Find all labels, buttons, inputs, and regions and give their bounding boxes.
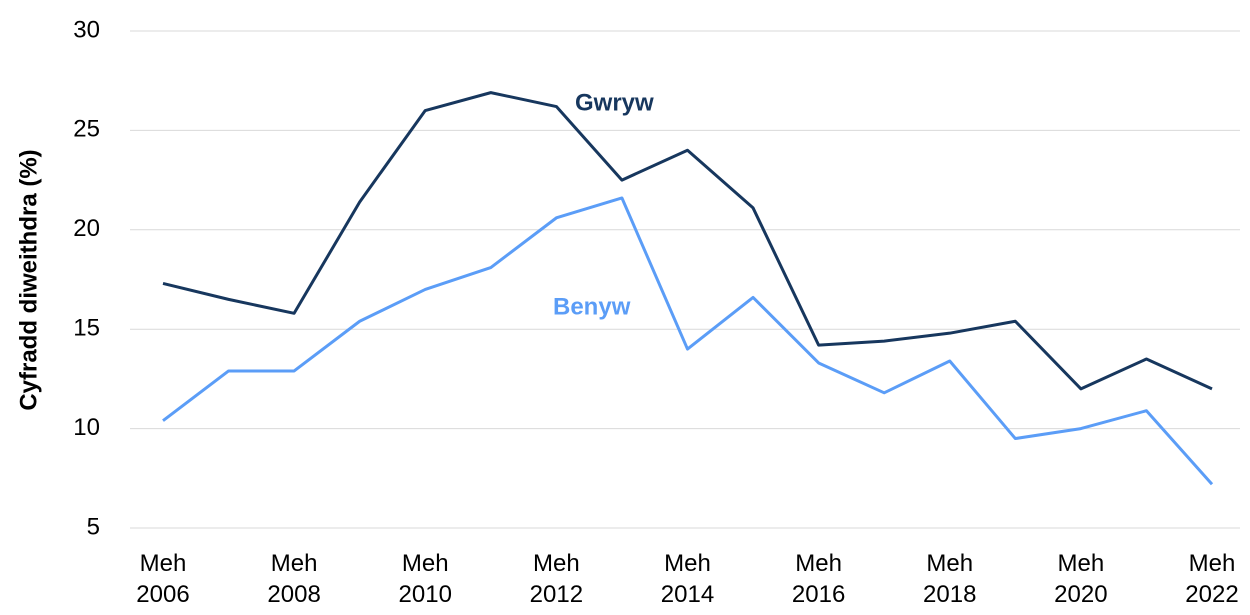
x-tick-label: Meh 2016 [791,550,846,608]
y-tick-label: 5 [87,513,100,540]
line [162,91,1213,391]
x-tick-label: Meh 2006 [136,550,190,608]
line [162,196,1214,486]
y-tick-label: 15 [73,315,100,342]
y-tick-label: 30 [73,16,100,43]
x-tick-label: Meh 2010 [398,550,452,608]
x-tick-label: Meh 2012 [529,550,584,608]
y-tick-label: 10 [73,414,100,441]
x-tick-label: Meh 2014 [660,550,715,608]
y-tick-label: 20 [73,215,100,242]
x-tick-label: Meh 2008 [267,550,321,608]
series-label: Benyw [553,293,631,320]
x-tick-label: Meh 2022 [1185,550,1239,608]
x-tick-label: Meh 2018 [923,550,977,608]
y-axis-label: Cyfradd diweithdra (%) [15,149,42,410]
x-tick-label: Meh 2020 [1054,550,1108,608]
series-label: Gwryw [575,89,654,116]
y-tick-label: 25 [73,116,100,143]
